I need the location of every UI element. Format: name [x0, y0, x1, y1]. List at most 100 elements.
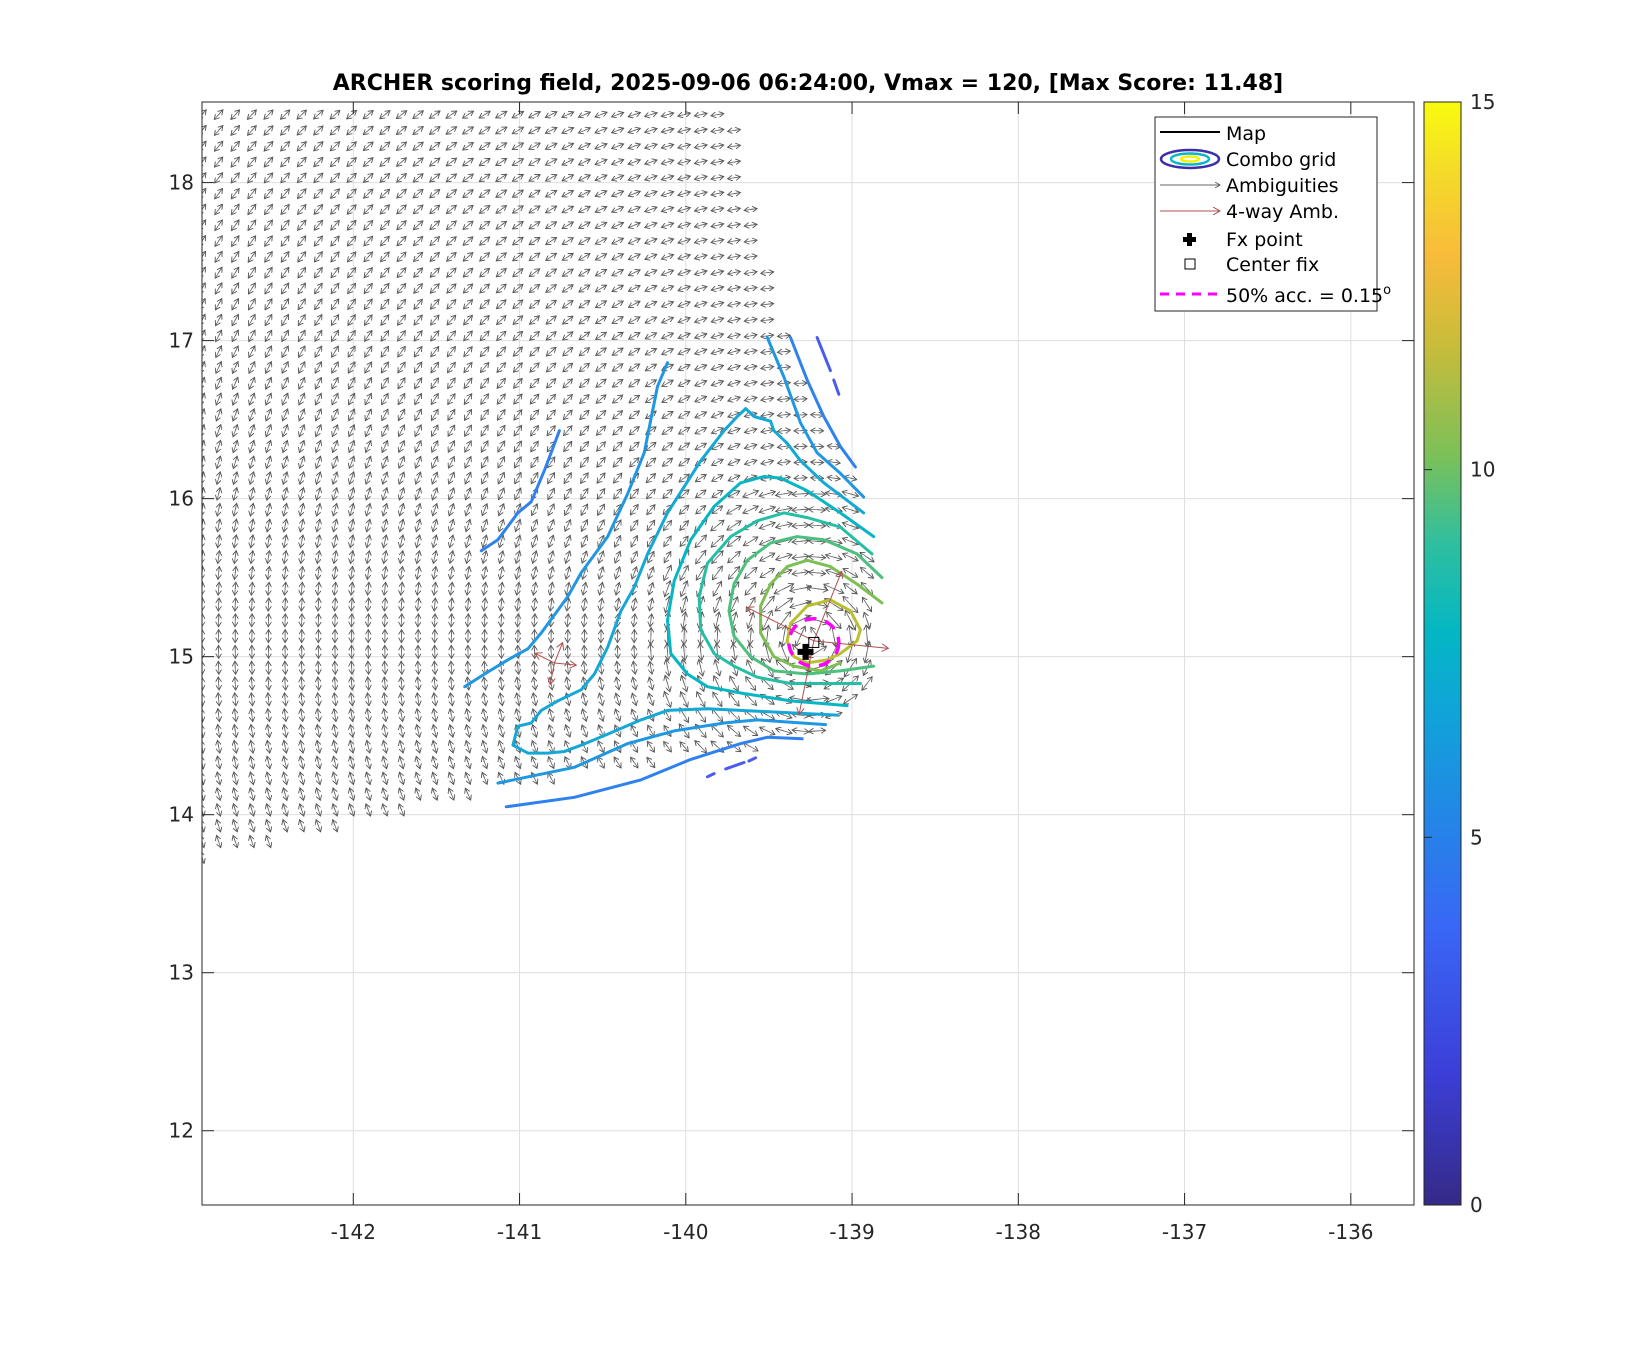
ambiguity-arrow — [483, 741, 485, 747]
ambiguity-arrow — [250, 835, 252, 842]
ambiguity-arrow — [300, 820, 302, 826]
ambiguity-arrow — [466, 772, 468, 779]
ambiguity-arrow — [549, 709, 551, 716]
ambiguity-arrow — [515, 772, 518, 779]
ambiguity-arrow — [713, 692, 718, 700]
ambiguity-arrow — [334, 677, 335, 684]
y-tick-label: 16 — [169, 487, 194, 511]
colorbar-tick-label: 10 — [1470, 458, 1495, 482]
ambiguity-arrow — [631, 757, 635, 762]
ambiguity-arrow — [400, 725, 401, 732]
ambiguity-arrow — [202, 760, 204, 769]
ambiguity-arrow — [367, 740, 369, 747]
ambiguity-arrow — [534, 661, 535, 668]
ambiguity-arrow — [217, 804, 219, 811]
ambiguity-arrow — [467, 661, 468, 668]
legend-map-label: Map — [1226, 123, 1266, 145]
ambiguity-arrow — [532, 725, 534, 732]
ambiguity-arrow — [806, 699, 818, 700]
ambiguity-arrow — [680, 742, 684, 747]
ambiguity-arrow — [384, 693, 385, 700]
ambiguity-arrow — [450, 725, 452, 732]
ambiguity-arrow — [367, 709, 368, 716]
ambiguity-arrow — [466, 725, 468, 732]
ambiguity-arrow — [366, 804, 368, 811]
ambiguity-arrow — [283, 772, 285, 779]
legend-accuracy-label: 50% acc. = 0.15o — [1226, 283, 1391, 307]
ambiguity-arrow — [334, 709, 335, 716]
ambiguity-arrow — [266, 835, 268, 842]
ambiguity-arrow — [349, 804, 351, 811]
ambiguity-arrow — [434, 693, 435, 700]
ambiguity-arrow — [598, 725, 601, 732]
ambiguity-arrow — [317, 725, 318, 732]
ambiguity-arrow — [760, 727, 768, 731]
ambiguity-arrow — [301, 693, 302, 700]
ambiguity-arrow — [383, 740, 385, 747]
ambiguity-arrow — [300, 740, 301, 747]
ambiguity-arrow — [517, 693, 518, 700]
legend-fx-point-label: Fx point — [1226, 229, 1303, 251]
ambiguity-arrow — [450, 709, 451, 716]
ambiguity-arrow — [747, 660, 750, 668]
ambiguity-arrow — [433, 772, 435, 779]
ambiguity-arrow — [729, 693, 735, 700]
x-tick-label: -139 — [829, 1220, 874, 1244]
ambiguity-arrow — [650, 661, 651, 668]
ambiguity-arrow — [400, 709, 401, 716]
legend-4way-label: 4-way Amb. — [1226, 201, 1339, 223]
ambiguity-arrow — [218, 693, 219, 700]
ambiguity-arrow — [647, 741, 651, 746]
ambiguity-arrow — [368, 598, 369, 605]
ambiguity-arrow — [416, 788, 418, 795]
ambiguity-arrow — [433, 709, 434, 716]
ambiguity-arrow — [483, 709, 484, 716]
chart-title: ARCHER scoring field, 2025-09-06 06:24:0… — [333, 71, 1283, 96]
ambiguity-arrow — [267, 756, 268, 763]
ambiguity-arrow — [664, 742, 668, 747]
ambiguity-arrow — [500, 677, 501, 684]
ambiguity-arrow — [367, 725, 368, 732]
ambiguity-arrow — [383, 772, 385, 779]
ambiguity-arrow — [334, 725, 335, 732]
ambiguity-arrow — [350, 740, 351, 747]
ambiguity-arrow — [202, 776, 204, 785]
ambiguity-arrow — [284, 693, 285, 700]
ambiguity-arrow — [631, 725, 634, 732]
ambiguity-arrow — [316, 820, 318, 826]
ambiguity-arrow — [449, 772, 451, 779]
ambiguity-arrow — [366, 772, 368, 779]
ambiguity-arrow — [267, 725, 268, 731]
ambiguity-arrow — [268, 693, 269, 700]
ambiguity-arrow — [368, 677, 369, 684]
legend: Map Combo grid Ambiguities 4-way Amb. Fx… — [1154, 116, 1391, 312]
ambiguity-arrow — [400, 740, 402, 747]
ambiguity-arrow — [432, 788, 434, 795]
colorbar-tick-label: 0 — [1470, 1193, 1483, 1217]
ambiguity-arrow — [633, 661, 634, 668]
ambiguity-arrow — [400, 756, 402, 763]
ambiguity-arrow — [549, 741, 551, 747]
ambiguity-arrow — [301, 725, 302, 732]
ambiguity-arrow — [499, 756, 501, 763]
ambiguity-arrow — [681, 692, 685, 700]
ambiguity-arrow — [532, 741, 534, 747]
colorbar-tick-label: 5 — [1470, 825, 1483, 849]
ambiguity-arrow — [433, 725, 435, 732]
ambiguity-arrow — [417, 677, 418, 684]
ambiguity-arrow — [465, 788, 468, 795]
ambiguity-arrow — [584, 661, 585, 668]
ambiguity-arrow — [383, 756, 385, 763]
ambiguity-arrow — [417, 693, 418, 700]
ambiguity-arrow — [648, 725, 651, 732]
ambiguity-arrow — [649, 677, 651, 684]
ambiguity-arrow — [566, 725, 568, 732]
colorbar-tick-label: 15 — [1470, 90, 1495, 114]
ambiguity-arrow — [566, 709, 568, 716]
ambiguity-arrow — [300, 772, 302, 779]
y-tick-label: 15 — [169, 645, 194, 669]
ambiguity-arrow — [416, 756, 418, 763]
ambiguity-arrow — [234, 740, 235, 747]
ambiguity-arrow — [202, 808, 203, 817]
ambiguity-arrow — [267, 804, 269, 811]
